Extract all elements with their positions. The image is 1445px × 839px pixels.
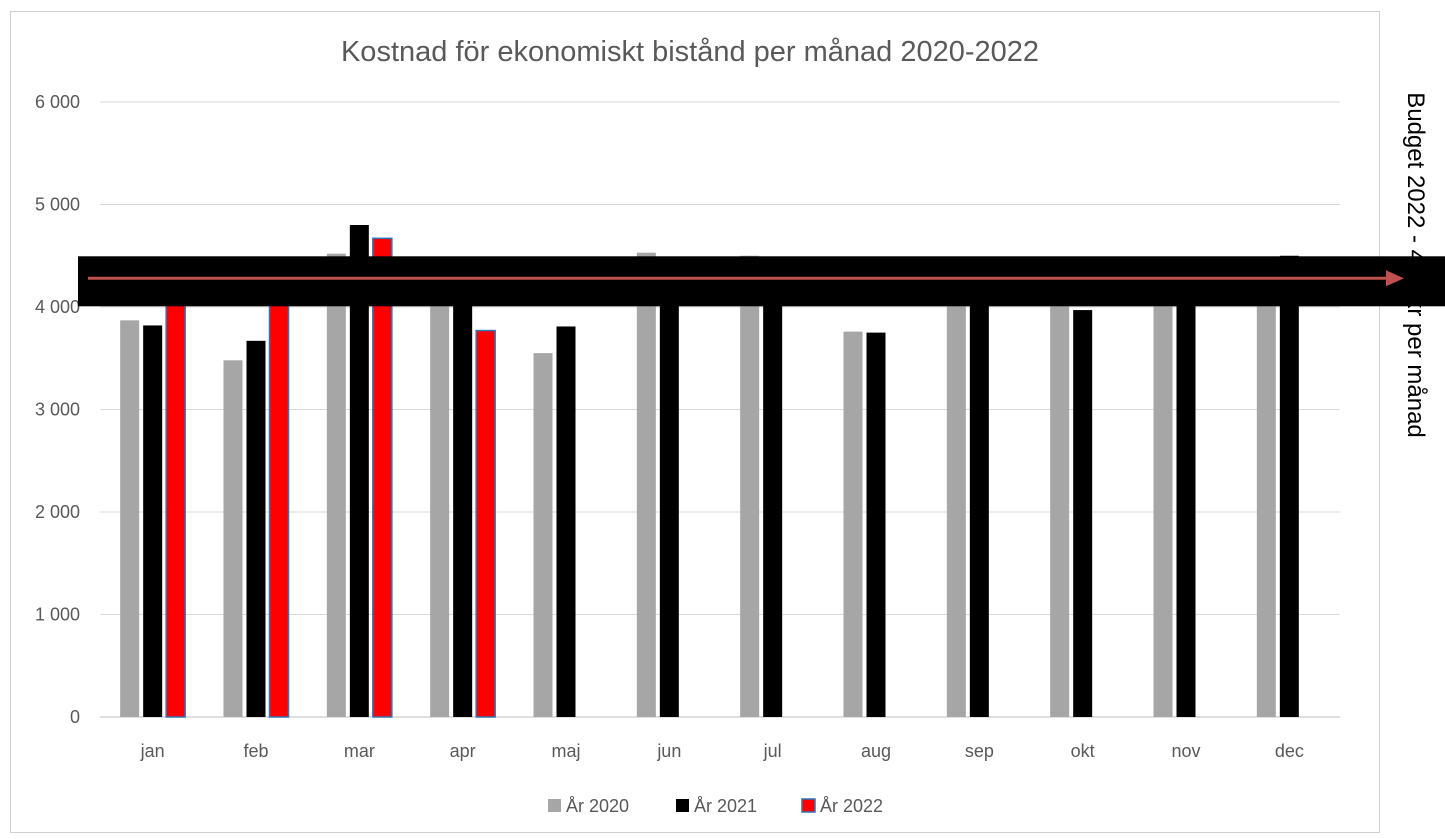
bar-år-2021-jul bbox=[763, 276, 783, 717]
bar-år-2020-okt bbox=[1050, 286, 1070, 717]
bar-år-2020-mar bbox=[326, 253, 346, 717]
budget-overlay bbox=[78, 256, 1445, 307]
bar-år-2022-feb bbox=[268, 296, 290, 718]
bar-år-2021-okt bbox=[1073, 310, 1093, 717]
bars bbox=[120, 225, 1299, 718]
bar-år-2021-nov bbox=[1176, 276, 1196, 717]
legend-label: År 2020 bbox=[566, 796, 629, 816]
bar-år-2021-maj bbox=[556, 326, 576, 717]
budget-label: Budget 2022 - 4 2 tkr per månad bbox=[1402, 92, 1429, 438]
bar-år-2020-jan bbox=[120, 320, 140, 717]
legend-label: År 2021 bbox=[694, 796, 757, 816]
bar-år-2020-jun bbox=[636, 252, 656, 718]
bar-år-2021-jun bbox=[659, 276, 679, 717]
x-axis-labels: jan feb mar apr maj jun jul aug sep okt nov dec bbox=[140, 741, 1304, 761]
bar-år-2020-jul bbox=[740, 255, 760, 717]
bar-år-2020-maj bbox=[533, 353, 553, 717]
chart-title: Kostnad för ekonomiskt bistånd per månad… bbox=[341, 36, 1039, 68]
x-tick-label: jan bbox=[140, 741, 165, 761]
bar-år-2022-mar bbox=[372, 237, 393, 718]
bar-år-2021-feb bbox=[246, 340, 266, 717]
bar-år-2022-jan bbox=[165, 296, 186, 718]
legend: År 2020 År 2021 År 2022 bbox=[548, 796, 883, 816]
budget-arrow-head bbox=[1386, 270, 1404, 287]
x-tick-label: maj bbox=[551, 741, 580, 761]
y-tick-label: 2 000 bbox=[35, 502, 80, 522]
y-tick-label: 5 000 bbox=[35, 195, 80, 215]
bar-år-2020-nov bbox=[1153, 281, 1173, 717]
bar-år-2020-dec bbox=[1256, 271, 1276, 717]
bar-år-2021-mar bbox=[349, 225, 369, 717]
gridlines bbox=[100, 101, 1340, 718]
bar-år-2020-apr bbox=[430, 276, 450, 717]
legend-swatch bbox=[676, 799, 689, 812]
x-tick-label: okt bbox=[1071, 741, 1095, 761]
bar-år-2021-jan bbox=[143, 325, 163, 717]
y-tick-label: 3 000 bbox=[35, 400, 80, 420]
x-tick-label: jul bbox=[763, 741, 782, 761]
x-tick-label: nov bbox=[1171, 741, 1200, 761]
bar-år-2021-aug bbox=[866, 332, 886, 717]
y-tick-label: 4 000 bbox=[35, 297, 80, 317]
y-tick-label: 0 bbox=[70, 707, 80, 727]
y-axis-labels: 0 1 000 2 000 3 000 4 000 5 000 6 000 bbox=[35, 92, 80, 727]
y-tick-label: 1 000 bbox=[35, 605, 80, 625]
x-tick-label: jun bbox=[656, 741, 681, 761]
y-tick-label: 6 000 bbox=[35, 92, 80, 112]
legend-swatch bbox=[801, 798, 816, 813]
x-tick-label: mar bbox=[344, 741, 375, 761]
x-tick-label: dec bbox=[1275, 741, 1304, 761]
bar-år-2020-feb bbox=[223, 360, 243, 717]
x-tick-label: aug bbox=[861, 741, 891, 761]
bar-år-2020-aug bbox=[843, 331, 863, 717]
x-tick-label: feb bbox=[243, 741, 268, 761]
budget-band bbox=[78, 256, 1445, 307]
x-tick-label: sep bbox=[965, 741, 994, 761]
bar-år-2021-dec bbox=[1279, 255, 1299, 717]
x-tick-label: apr bbox=[450, 741, 476, 761]
legend-label: År 2022 bbox=[820, 796, 883, 816]
bar-år-2022-apr bbox=[475, 329, 496, 718]
bar-år-2021-apr bbox=[453, 276, 473, 717]
bar-år-2020-sep bbox=[946, 281, 966, 717]
legend-swatch bbox=[548, 799, 561, 812]
bar-år-2021-sep bbox=[969, 276, 989, 717]
